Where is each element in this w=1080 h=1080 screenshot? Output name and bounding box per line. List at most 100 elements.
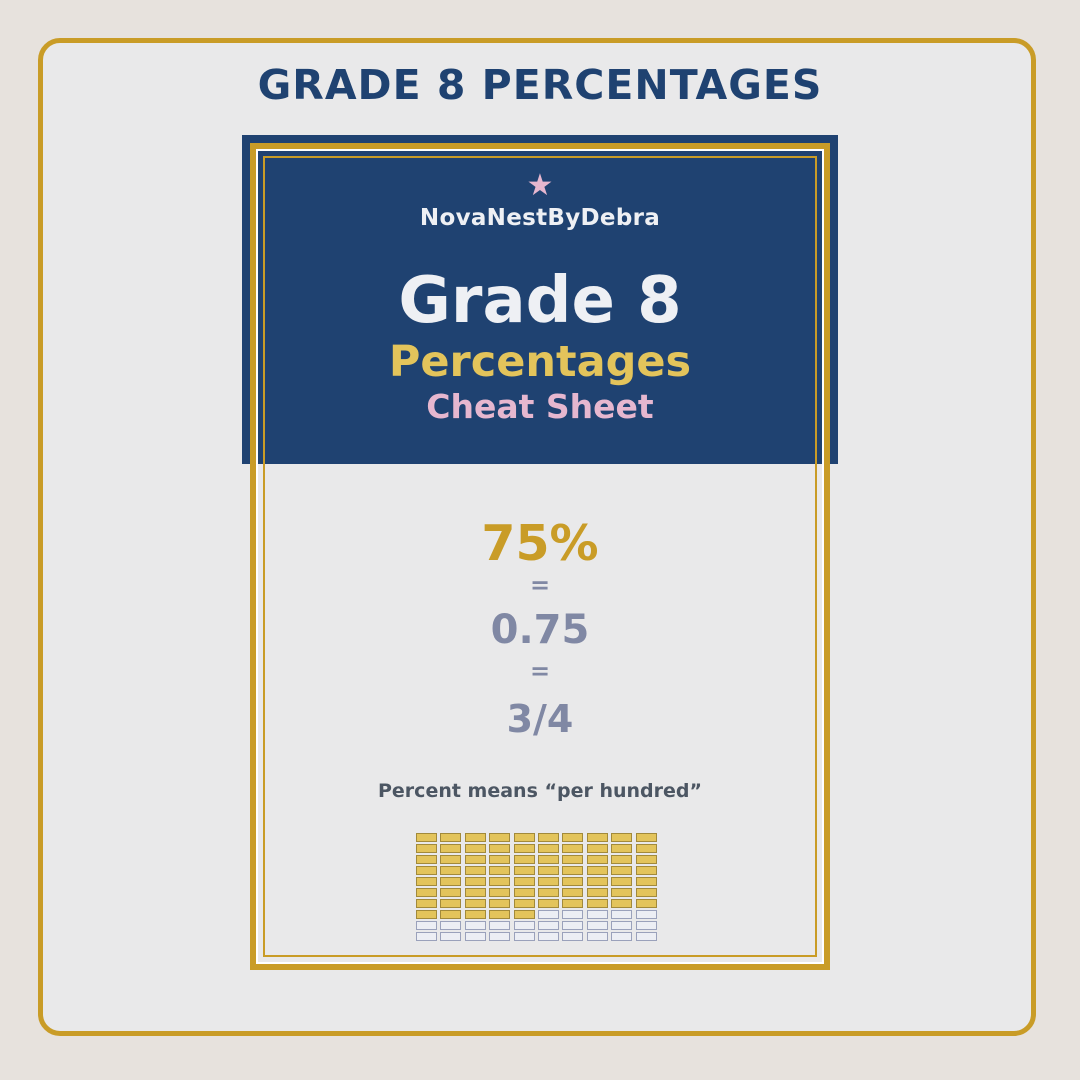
grid-cell-filled [538,844,559,853]
grid-cell-filled [635,833,657,842]
grid-cell-empty [586,910,608,919]
grid-cell-filled [416,877,437,886]
grid-cell-filled [440,877,462,886]
grid-cell-filled [464,833,486,842]
grid-cell-filled [562,866,584,875]
grid-cell-filled [464,855,486,864]
grid-cell-filled [416,833,437,842]
percent-value: 75% [481,515,599,572]
grid-cell-empty [538,910,559,919]
grid-cell-filled [464,899,486,908]
grid-cell-filled [489,899,511,908]
grid-cell-filled [586,877,608,886]
grid-cell-filled [635,844,657,853]
gold-frame-inner [263,156,817,957]
grid-cell-filled [538,888,559,897]
grid-cell-filled [440,844,462,853]
grid-cell-filled [489,888,511,897]
grid-cell-filled [635,866,657,875]
grid-cell-filled [586,855,608,864]
grid-cell-filled [464,877,486,886]
grid-cell-filled [440,866,462,875]
fraction-value: 3/4 [506,697,574,741]
grid-cell-filled [538,866,559,875]
grid-cell-filled [416,866,437,875]
grid-cell-filled [416,910,437,919]
grid-cell-filled [611,888,633,897]
grid-cell-empty [635,910,657,919]
percent-definition: Percent means “per hundred” [378,780,702,802]
grid-cell-empty [489,932,511,941]
grid-cell-filled [513,888,535,897]
equals-sign: = [529,571,551,599]
grid-cell-filled [562,844,584,853]
grid-cell-filled [464,910,486,919]
grid-cell-filled [489,877,511,886]
grid-cell-empty [464,932,486,941]
grid-cell-empty [440,921,462,930]
hundred-grid [416,833,658,943]
grid-cell-empty [489,921,511,930]
equals-sign: = [529,657,551,685]
grid-cell-filled [513,844,535,853]
grid-cell-filled [489,910,511,919]
grid-cell-empty [586,921,608,930]
grid-cell-filled [586,888,608,897]
grid-cell-filled [611,866,633,875]
grid-cell-filled [440,888,462,897]
grid-cell-filled [611,877,633,886]
grid-cell-empty [538,921,559,930]
grid-cell-filled [513,899,535,908]
grid-cell-filled [416,888,437,897]
grid-cell-empty [635,921,657,930]
grid-cell-filled [538,899,559,908]
grid-cell-filled [513,910,535,919]
grid-cell-filled [586,899,608,908]
grid-cell-filled [538,855,559,864]
topic-title: Percentages [388,337,692,387]
sheet-header-banner [242,135,838,464]
grid-cell-filled [635,855,657,864]
grid-cell-filled [464,866,486,875]
grid-cell-filled [416,899,437,908]
grid-cell-empty [562,921,584,930]
grid-cell-empty [611,932,633,941]
grid-cell-filled [586,866,608,875]
grid-cell-filled [611,899,633,908]
grid-cell-filled [440,899,462,908]
grid-cell-empty [464,921,486,930]
grid-cell-filled [489,866,511,875]
grid-cell-filled [562,855,584,864]
grid-cell-empty [416,921,437,930]
grid-cell-filled [464,888,486,897]
grid-cell-filled [489,844,511,853]
grid-cell-filled [586,833,608,842]
grid-cell-filled [513,877,535,886]
grid-cell-filled [513,833,535,842]
grid-cell-filled [562,888,584,897]
decimal-value: 0.75 [490,607,590,653]
grid-cell-empty [635,932,657,941]
grid-cell-empty [538,932,559,941]
grid-cell-filled [513,855,535,864]
grid-cell-filled [416,855,437,864]
grid-cell-empty [416,932,437,941]
grade-title: Grade 8 [398,264,682,338]
grid-cell-empty [611,921,633,930]
grid-cell-filled [635,899,657,908]
white-frame-line [256,149,824,964]
grid-cell-filled [464,844,486,853]
grid-cell-filled [489,855,511,864]
grid-cell-filled [440,910,462,919]
cheat-sheet-cover: ★ NovaNestByDebra Grade 8 Percentages Ch… [242,135,838,972]
grid-cell-filled [586,844,608,853]
grid-cell-empty [513,932,535,941]
grid-cell-empty [562,910,584,919]
grid-cell-filled [562,877,584,886]
grid-cell-empty [562,932,584,941]
grid-cell-filled [416,844,437,853]
grid-cell-empty [513,921,535,930]
grid-cell-filled [635,877,657,886]
star-icon: ★ [526,168,554,203]
grid-cell-filled [611,855,633,864]
